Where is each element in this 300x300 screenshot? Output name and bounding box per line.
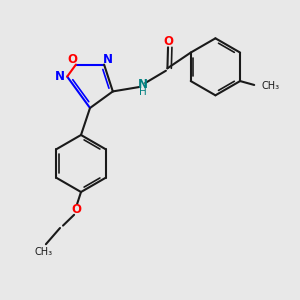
- Text: O: O: [71, 203, 82, 216]
- Text: O: O: [67, 53, 77, 66]
- Text: O: O: [163, 35, 173, 48]
- Text: N: N: [138, 78, 148, 91]
- Text: H: H: [139, 87, 147, 97]
- Text: N: N: [103, 53, 113, 66]
- Text: CH₃: CH₃: [261, 82, 279, 92]
- Text: CH₃: CH₃: [34, 247, 52, 257]
- Text: N: N: [55, 70, 65, 83]
